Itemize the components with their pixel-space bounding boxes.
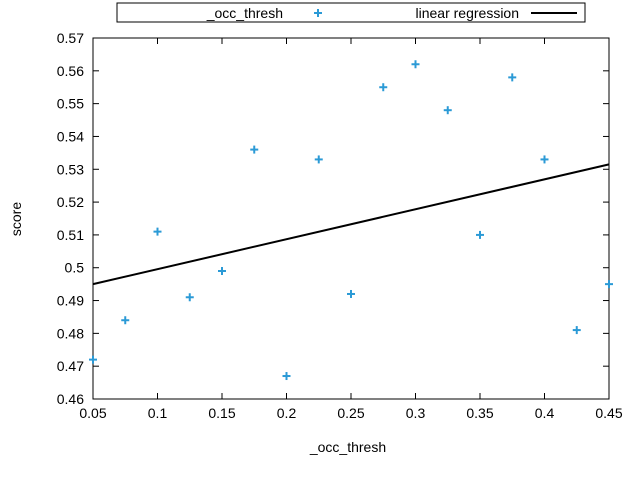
data-point — [347, 289, 355, 298]
x-tick-label: 0.4 — [535, 405, 555, 421]
y-axis: 0.46 0.47 0.48 0.49 0.5 0.51 0.52 0.53 0.54 0.55 0… — [57, 30, 609, 407]
x-tick-label: 0.1 — [148, 405, 168, 421]
y-tick-label: 0.49 — [57, 293, 84, 309]
data-point — [185, 293, 194, 302]
y-tick-label: 0.56 — [57, 63, 84, 79]
y-tick-label: 0.51 — [57, 227, 84, 243]
data-point — [218, 267, 226, 276]
legend-marker-plus — [314, 9, 322, 17]
y-tick-label: 0.54 — [57, 128, 84, 144]
y-tick-label: 0.52 — [57, 194, 84, 210]
x-tick-label: 0.2 — [277, 405, 297, 421]
plot-area — [89, 60, 613, 381]
data-point — [443, 106, 452, 115]
data-point — [379, 83, 388, 92]
y-tick-label: 0.57 — [57, 30, 84, 46]
x-axis: 0.05 0.1 0.15 0.2 0.25 0.3 0.35 0.4 0.45 — [79, 38, 623, 421]
x-tick-label: 0.25 — [337, 405, 364, 421]
data-point — [508, 73, 517, 82]
regression-line — [92, 163, 610, 286]
legend: _occ_thresh linear regression — [116, 2, 586, 23]
x-tick-label: 0.35 — [466, 405, 493, 421]
data-point — [282, 372, 291, 381]
data-point — [476, 230, 484, 239]
y-tick-label: 0.5 — [65, 260, 85, 276]
x-tick-label: 0.45 — [595, 405, 622, 421]
x-tick-label: 0.3 — [406, 405, 426, 421]
y-axis-label: score — [8, 202, 24, 236]
y-tick-label: 0.47 — [57, 358, 84, 374]
legend-box — [116, 2, 586, 23]
data-point — [89, 355, 97, 364]
plot-frame — [92, 37, 610, 400]
data-point — [250, 145, 259, 154]
y-tick-label: 0.48 — [57, 325, 84, 341]
data-point — [314, 155, 323, 164]
data-point — [153, 227, 162, 236]
x-tick-label: 0.15 — [208, 405, 235, 421]
data-point — [411, 60, 420, 69]
x-tick-label: 0.05 — [79, 405, 106, 421]
y-tick-label: 0.55 — [57, 96, 84, 112]
y-tick-label: 0.53 — [57, 161, 84, 177]
y-tick-label: 0.46 — [57, 391, 84, 407]
x-axis-label: _occ_thresh — [309, 439, 386, 455]
data-point — [572, 326, 581, 335]
data-point — [605, 280, 613, 289]
data-point — [121, 316, 130, 325]
legend-label-line: linear regression — [416, 5, 520, 21]
legend-label-points: _occ_thresh — [206, 5, 283, 21]
data-point — [540, 155, 549, 164]
